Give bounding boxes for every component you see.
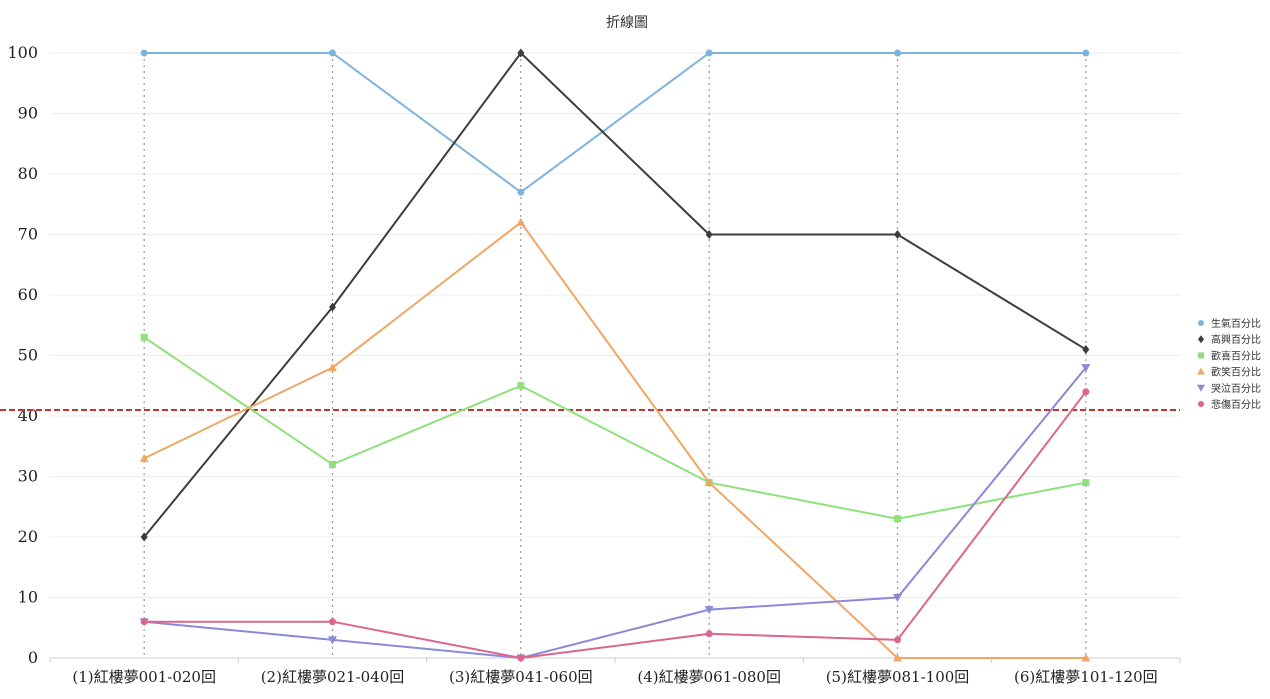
data-point: [517, 654, 525, 662]
x-tick-label: (1)紅樓夢001-020回: [72, 668, 216, 686]
legend-item[interactable]: 高興百分比: [1198, 333, 1261, 346]
legend-label: 高興百分比: [1211, 333, 1261, 346]
data-point: [328, 636, 337, 645]
series-2: [140, 48, 1090, 542]
y-axis: 0 10 20 30 40 50 60 70 80 90 100: [7, 43, 38, 667]
data-point: [1082, 344, 1090, 354]
legend-marker: [1198, 335, 1204, 344]
series-4: [139, 217, 1091, 662]
y-tick-label: 70: [18, 225, 38, 244]
y-tick-label: 10: [18, 588, 38, 607]
data-point: [139, 453, 149, 462]
data-point: [1082, 388, 1090, 396]
series-line: [143, 220, 1086, 659]
y-tick-label: 100: [7, 43, 38, 62]
data-point: [517, 188, 525, 196]
series-line: [144, 391, 1087, 660]
legend-item[interactable]: 悲傷百分比: [1198, 398, 1261, 411]
series-layer: [139, 48, 1091, 663]
data-point: [329, 618, 336, 626]
data-point: [140, 333, 148, 341]
data-point: [704, 606, 714, 615]
legend-label: 歡喜百分比: [1211, 349, 1261, 362]
data-point: [1082, 479, 1090, 487]
data-point: [1081, 364, 1091, 373]
x-axis: (1)紅樓夢001-020回 (2)紅樓夢021-040回 (3)紅樓夢041-06…: [49, 657, 1181, 686]
data-point: [894, 515, 901, 523]
data-point: [516, 217, 526, 226]
data-point: [893, 594, 902, 602]
legend-marker: [1197, 367, 1205, 375]
data-point: [704, 478, 714, 487]
data-point: [894, 230, 901, 239]
series-6: [140, 388, 1090, 662]
data-point: [517, 48, 525, 58]
data-point: [328, 363, 337, 372]
legend-label: 生氣百分比: [1211, 317, 1261, 330]
y-tick-label: 20: [18, 527, 38, 546]
data-point: [705, 49, 713, 57]
data-point: [894, 49, 901, 57]
legend-label: 哭泣百分比: [1211, 382, 1261, 395]
x-tick-label: (2)紅樓夢021-040回: [261, 668, 405, 686]
data-point: [329, 49, 336, 57]
series-1: [140, 49, 1090, 196]
y-tick-label: 80: [18, 164, 38, 183]
series-5: [139, 364, 1091, 663]
data-point: [329, 460, 336, 468]
y-tick-label: 60: [18, 285, 38, 304]
data-point: [705, 230, 713, 239]
x-tick-label: (4)紅樓夢061-080回: [637, 668, 781, 686]
x-tick-label: (5)紅樓夢081-100回: [826, 668, 970, 686]
legend-label: 歡笑百分比: [1211, 366, 1261, 379]
data-point: [1082, 49, 1090, 57]
legend-marker: [1198, 401, 1204, 407]
y-tick-label: 40: [18, 406, 38, 425]
data-point: [1081, 653, 1091, 662]
y-tick-label: 30: [18, 467, 38, 486]
data-point: [894, 636, 901, 644]
legend-item[interactable]: 歡笑百分比: [1197, 366, 1261, 379]
series-line: [143, 51, 1087, 538]
legend-item[interactable]: 歡喜百分比: [1198, 349, 1261, 362]
y-tick-label: 90: [18, 104, 38, 123]
data-point: [893, 653, 902, 662]
data-point: [329, 302, 336, 312]
data-point: [140, 532, 148, 542]
data-point: [140, 49, 148, 57]
y-tick-label: 50: [18, 346, 38, 365]
legend-item[interactable]: 哭泣百分比: [1197, 382, 1261, 395]
series-line: [144, 366, 1087, 660]
data-point: [517, 382, 525, 390]
legend-label: 悲傷百分比: [1211, 398, 1261, 411]
data-point: [705, 630, 713, 638]
legend-item[interactable]: 生氣百分比: [1198, 317, 1261, 330]
series-line: [143, 336, 1087, 520]
data-point: [140, 618, 148, 626]
legend-marker: [1197, 384, 1205, 392]
legend-marker: [1198, 320, 1204, 326]
series-3: [140, 333, 1090, 523]
series-line: [144, 52, 1086, 194]
legend-marker: [1198, 352, 1204, 359]
x-tick-label: (3)紅樓夢041-060回: [449, 668, 593, 686]
y-tick-label: 0: [28, 648, 38, 667]
x-tick-label: (6)紅樓夢101-120回: [1014, 668, 1158, 686]
chart-title: 折線圖: [606, 15, 648, 31]
